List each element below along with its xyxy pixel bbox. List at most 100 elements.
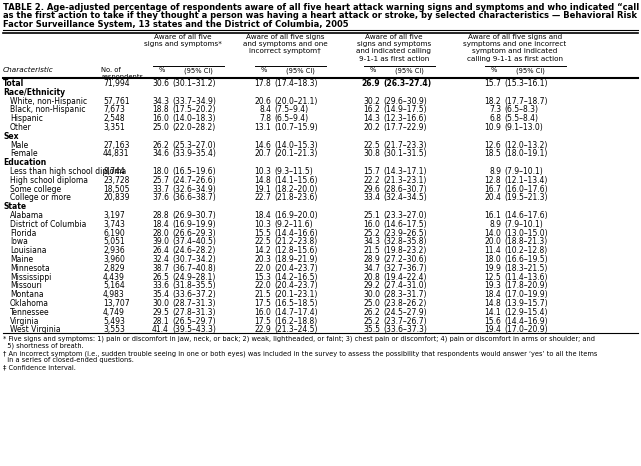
- Text: 14.2: 14.2: [254, 246, 271, 255]
- Text: (21.7–23.3): (21.7–23.3): [383, 141, 426, 150]
- Text: 14.3: 14.3: [363, 114, 380, 123]
- Text: 20.0: 20.0: [484, 237, 501, 247]
- Text: 34.3: 34.3: [152, 96, 169, 106]
- Text: 30.6: 30.6: [152, 79, 169, 88]
- Text: (95% CI): (95% CI): [183, 68, 212, 74]
- Text: 10.9: 10.9: [484, 123, 501, 132]
- Text: 19.1: 19.1: [254, 185, 271, 193]
- Text: (14.3–17.1): (14.3–17.1): [383, 167, 426, 176]
- Text: 44,831: 44,831: [103, 150, 129, 158]
- Text: 20.7: 20.7: [254, 150, 271, 158]
- Text: 19.4: 19.4: [484, 325, 501, 335]
- Text: District of Columbia: District of Columbia: [10, 220, 87, 229]
- Text: 22.5: 22.5: [363, 141, 380, 150]
- Text: (18.9–21.9): (18.9–21.9): [274, 255, 317, 264]
- Text: Tennessee: Tennessee: [10, 308, 49, 317]
- Text: 4,439: 4,439: [103, 273, 125, 281]
- Text: (33.6–37.2): (33.6–37.2): [172, 290, 216, 299]
- Text: 10.3: 10.3: [254, 167, 271, 176]
- Text: 2,548: 2,548: [103, 114, 124, 123]
- Text: 28.8: 28.8: [153, 211, 169, 220]
- Text: 25.0: 25.0: [363, 299, 380, 308]
- Text: 15.3: 15.3: [254, 273, 271, 281]
- Text: in a series of closed-ended questions.: in a series of closed-ended questions.: [3, 357, 134, 363]
- Text: ‡ Confidence interval.: ‡ Confidence interval.: [3, 364, 76, 370]
- Text: 25.2: 25.2: [363, 229, 380, 238]
- Text: (20.4–23.7): (20.4–23.7): [274, 264, 318, 273]
- Text: 20.4: 20.4: [484, 193, 501, 202]
- Text: (29.6–30.9): (29.6–30.9): [383, 96, 427, 106]
- Text: 3,351: 3,351: [103, 123, 125, 132]
- Text: (20.1–21.3): (20.1–21.3): [274, 150, 317, 158]
- Text: 18,505: 18,505: [103, 185, 129, 193]
- Text: 25.2: 25.2: [363, 316, 380, 326]
- Text: (24.9–28.1): (24.9–28.1): [172, 273, 215, 281]
- Text: 17.8: 17.8: [254, 79, 271, 88]
- Text: 14.0: 14.0: [484, 229, 501, 238]
- Text: (30.7–34.2): (30.7–34.2): [172, 255, 216, 264]
- Text: College or more: College or more: [10, 193, 71, 202]
- Text: (27.2–30.6): (27.2–30.6): [383, 255, 427, 264]
- Text: 3,743: 3,743: [103, 220, 125, 229]
- Text: 16.0: 16.0: [152, 114, 169, 123]
- Text: (14.0–18.3): (14.0–18.3): [172, 114, 215, 123]
- Text: Louisiana: Louisiana: [10, 246, 47, 255]
- Text: 16.0: 16.0: [363, 220, 380, 229]
- Text: 17.5: 17.5: [254, 299, 271, 308]
- Text: 4,983: 4,983: [103, 290, 125, 299]
- Text: 23,728: 23,728: [103, 176, 129, 185]
- Text: TABLE 2. Age-adjusted percentage of respondents aware of all five heart attack w: TABLE 2. Age-adjusted percentage of resp…: [3, 3, 641, 12]
- Text: 19.3: 19.3: [484, 281, 501, 290]
- Text: (6.5–8.3): (6.5–8.3): [504, 105, 538, 114]
- Text: 16.0: 16.0: [254, 308, 271, 317]
- Text: (10.7–15.9): (10.7–15.9): [274, 123, 318, 132]
- Text: 30.2: 30.2: [363, 96, 380, 106]
- Text: (24.6–28.2): (24.6–28.2): [172, 246, 215, 255]
- Text: (17.0–20.9): (17.0–20.9): [504, 325, 547, 335]
- Text: (14.6–17.6): (14.6–17.6): [504, 211, 547, 220]
- Text: (16.2–18.8): (16.2–18.8): [274, 316, 317, 326]
- Text: (12.1–13.4): (12.1–13.4): [504, 176, 547, 185]
- Text: 20,839: 20,839: [103, 193, 129, 202]
- Text: (5.5–8.4): (5.5–8.4): [504, 114, 538, 123]
- Text: 8.9: 8.9: [489, 167, 501, 176]
- Text: 14.6: 14.6: [254, 141, 271, 150]
- Text: State: State: [3, 202, 26, 211]
- Text: (30.1–31.5): (30.1–31.5): [383, 150, 427, 158]
- Text: Alabama: Alabama: [10, 211, 44, 220]
- Text: 22.5: 22.5: [254, 237, 271, 247]
- Text: 29.5: 29.5: [152, 308, 169, 317]
- Text: (14.2–16.5): (14.2–16.5): [274, 273, 317, 281]
- Text: 13.1: 13.1: [254, 123, 271, 132]
- Text: 10.3: 10.3: [254, 220, 271, 229]
- Text: 34.7: 34.7: [363, 264, 380, 273]
- Text: 25.7: 25.7: [152, 176, 169, 185]
- Text: (33.9–35.4): (33.9–35.4): [172, 150, 216, 158]
- Text: 14.1: 14.1: [484, 308, 501, 317]
- Text: (32.7–36.7): (32.7–36.7): [383, 264, 427, 273]
- Text: 22.9: 22.9: [254, 325, 271, 335]
- Text: 7.8: 7.8: [259, 114, 271, 123]
- Text: (15.3–16.1): (15.3–16.1): [504, 79, 547, 88]
- Text: Other: Other: [10, 123, 32, 132]
- Text: 8.4: 8.4: [259, 105, 271, 114]
- Text: Montana: Montana: [10, 290, 44, 299]
- Text: 34.6: 34.6: [152, 150, 169, 158]
- Text: 26.5: 26.5: [152, 273, 169, 281]
- Text: 29.6: 29.6: [363, 185, 380, 193]
- Text: 14.8: 14.8: [484, 299, 501, 308]
- Text: 14.8: 14.8: [254, 176, 271, 185]
- Text: (7.9–10.1): (7.9–10.1): [504, 220, 543, 229]
- Text: (12.3–16.6): (12.3–16.6): [383, 114, 426, 123]
- Text: (17.7–22.9): (17.7–22.9): [383, 123, 426, 132]
- Text: 25.0: 25.0: [152, 123, 169, 132]
- Text: (14.1–15.6): (14.1–15.6): [274, 176, 317, 185]
- Text: (27.8–31.3): (27.8–31.3): [172, 308, 215, 317]
- Text: (31.8–35.5): (31.8–35.5): [172, 281, 215, 290]
- Text: 5) shortness of breath.: 5) shortness of breath.: [3, 343, 84, 350]
- Text: 18.8: 18.8: [153, 105, 169, 114]
- Text: 32.4: 32.4: [152, 255, 169, 264]
- Text: (20.1–23.1): (20.1–23.1): [274, 290, 317, 299]
- Text: 3,197: 3,197: [103, 211, 125, 220]
- Text: 35.5: 35.5: [363, 325, 380, 335]
